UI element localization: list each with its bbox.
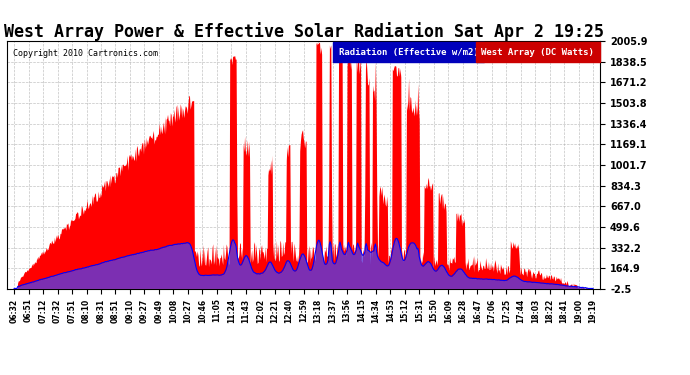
Legend: Radiation (Effective w/m2), West Array (DC Watts): Radiation (Effective w/m2), West Array (… bbox=[334, 46, 595, 58]
Title: West Array Power & Effective Solar Radiation Sat Apr 2 19:25: West Array Power & Effective Solar Radia… bbox=[3, 22, 604, 41]
Text: Copyright 2010 Cartronics.com: Copyright 2010 Cartronics.com bbox=[13, 49, 158, 58]
